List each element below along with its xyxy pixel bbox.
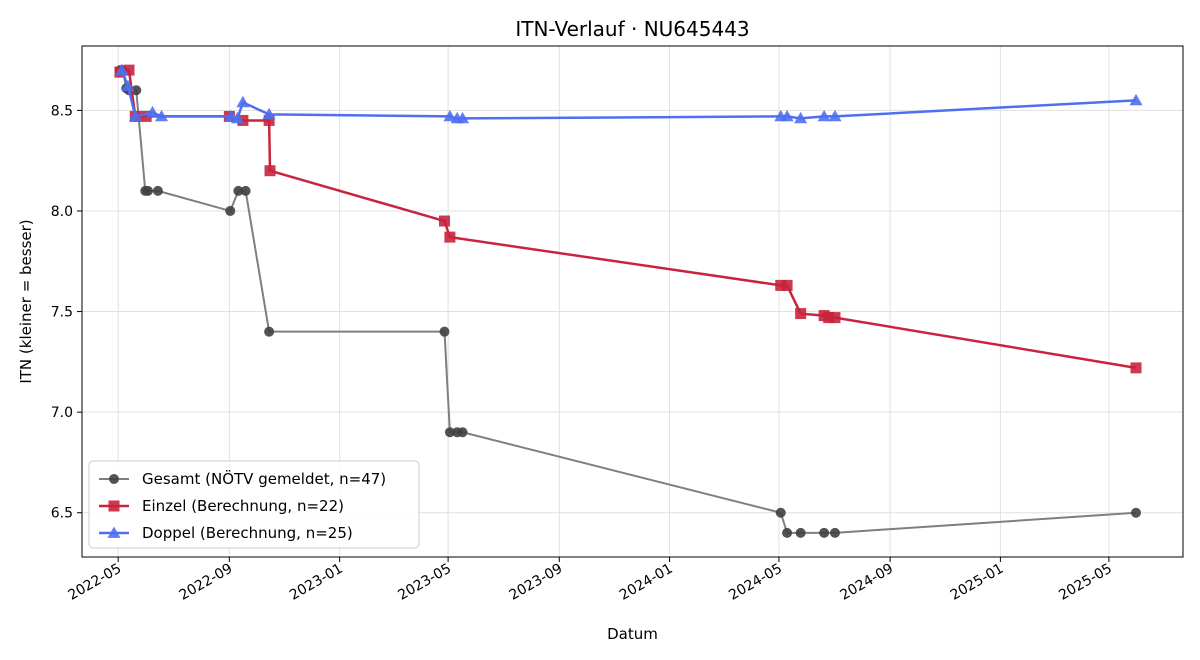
data-point [121,79,135,92]
chart-title: ITN-Verlauf · NU645443 [515,17,749,41]
data-point [795,308,807,320]
data-point [439,326,450,337]
legend-item: Doppel (Berechnung, n=25) [99,524,353,542]
series-layer [114,63,1143,538]
x-tick-label: 2022-09 [177,561,236,604]
data-point [823,312,835,324]
y-tick-label: 7.0 [51,405,73,421]
data-point [131,85,142,96]
x-tick-label: 2025-05 [1056,561,1115,604]
y-tick-label: 6.5 [51,506,73,522]
data-point [146,105,160,118]
x-tick-label: 2024-01 [617,561,676,604]
y-axis: 6.5 7.0 7.5 8.0 8.5 [51,103,82,522]
data-point [794,111,808,124]
data-point [142,185,153,196]
data-point [152,185,163,196]
x-tick-label: 2025-01 [948,561,1007,604]
data-point [233,185,244,196]
data-point [140,110,152,122]
data-point [264,326,275,337]
data-point [230,111,244,124]
y-axis-title: ITN (kleiner = besser) [17,219,35,383]
data-point [829,527,840,538]
data-point [780,109,794,122]
data-point [775,279,787,291]
legend-item: Einzel (Berechnung, n=22) [99,497,344,515]
data-point [236,95,250,108]
data-point [775,507,786,518]
x-tick-label: 2022-05 [65,561,124,604]
data-point [443,109,457,122]
y-tick-label: 8.0 [51,204,73,220]
x-tick-label: 2023-05 [395,561,454,604]
data-point [237,114,249,126]
data-point [262,107,276,120]
data-point [264,165,276,177]
data-point [155,109,169,122]
data-point [782,527,793,538]
legend-label: Doppel (Berechnung, n=25) [142,524,353,542]
data-point [128,109,142,122]
y-tick-label: 7.5 [51,305,73,321]
x-axis: 2022-05 2022-09 2023-01 2023-05 2023-09 2024-… [65,557,1115,604]
legend-label: Gesamt (NÖTV gemeldet, n=47) [142,469,386,488]
data-point [115,63,129,76]
legend-marker [109,474,119,484]
plot-frame [81,45,1184,558]
x-tick-label: 2024-05 [726,561,785,604]
data-point [795,527,806,538]
data-point [817,109,831,122]
data-point [457,427,468,438]
data-point [1129,93,1143,106]
y-tick-label: 8.5 [51,103,73,119]
legend-marker [108,500,120,512]
data-point [263,114,275,126]
data-point [240,185,251,196]
x-tick-label: 2023-09 [507,561,566,604]
data-point [829,312,841,324]
legend-marker [107,526,121,538]
data-point [444,231,456,243]
data-point [819,527,830,538]
x-tick-label: 2024-09 [837,561,896,604]
plot-border [81,45,1184,558]
legend-label: Einzel (Berechnung, n=22) [142,497,344,515]
series-triangle [115,63,1143,124]
data-point [1130,362,1142,374]
data-point [225,205,236,216]
legend: Gesamt (NÖTV gemeldet, n=47) Einzel (Bere… [88,460,420,549]
x-tick-label: 2023-01 [287,561,346,604]
data-point [123,64,135,76]
data-point [444,427,455,438]
legend-item: Gesamt (NÖTV gemeldet, n=47) [99,469,386,488]
series-square [114,64,1142,374]
data-point [438,215,450,227]
legend-box [88,460,420,549]
data-point [456,111,470,124]
x-axis-title: Datum [607,625,658,643]
series-line [120,69,1137,120]
data-point [781,279,793,291]
data-point [828,109,842,122]
data-point [1130,507,1141,518]
